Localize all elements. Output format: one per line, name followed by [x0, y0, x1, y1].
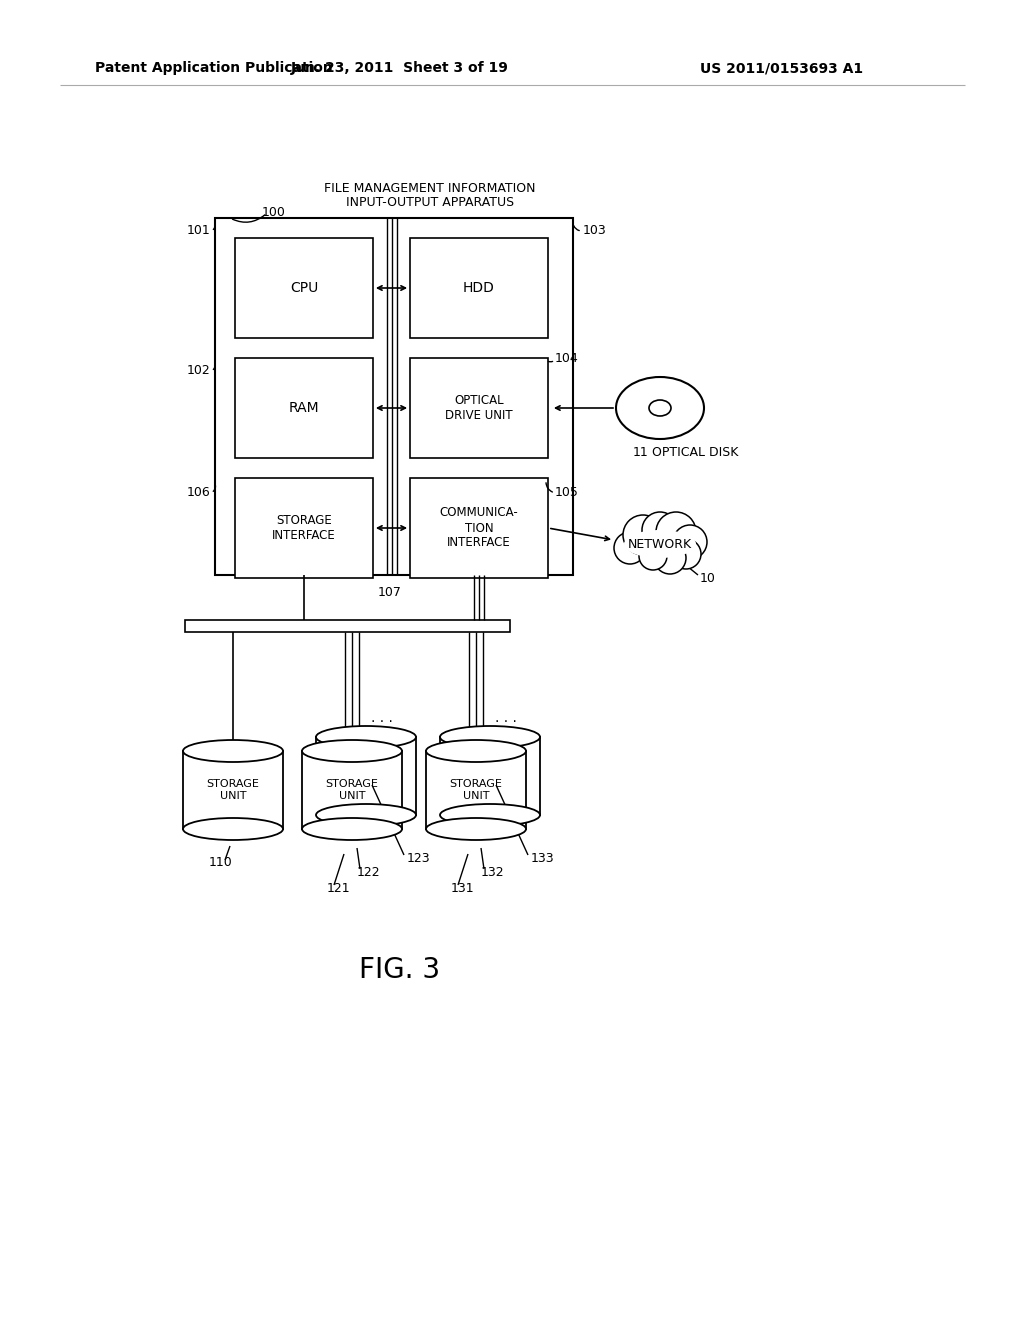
Ellipse shape	[183, 741, 283, 762]
Circle shape	[642, 512, 678, 548]
Ellipse shape	[649, 400, 671, 416]
FancyBboxPatch shape	[234, 358, 373, 458]
Text: . . .: . . .	[371, 711, 393, 725]
Text: COMMUNICA-
TION
INTERFACE: COMMUNICA- TION INTERFACE	[439, 507, 518, 549]
FancyBboxPatch shape	[410, 358, 548, 458]
Text: 103: 103	[583, 223, 607, 236]
FancyBboxPatch shape	[426, 751, 526, 829]
Circle shape	[623, 515, 663, 554]
Text: US 2011/0153693 A1: US 2011/0153693 A1	[700, 61, 863, 75]
Text: RAM: RAM	[289, 401, 319, 414]
Ellipse shape	[316, 726, 416, 748]
Text: INPUT-OUTPUT APPARATUS: INPUT-OUTPUT APPARATUS	[346, 195, 514, 209]
Text: STORAGE
INTERFACE: STORAGE INTERFACE	[272, 513, 336, 543]
FancyBboxPatch shape	[215, 218, 573, 576]
Text: FIG. 3: FIG. 3	[359, 956, 440, 983]
Text: 10: 10	[700, 572, 716, 585]
Ellipse shape	[316, 804, 416, 826]
Circle shape	[656, 512, 696, 552]
Ellipse shape	[302, 818, 402, 840]
Text: 133: 133	[531, 851, 555, 865]
FancyBboxPatch shape	[410, 238, 548, 338]
Text: CPU: CPU	[290, 281, 318, 294]
Text: Patent Application Publication: Patent Application Publication	[95, 61, 333, 75]
Circle shape	[639, 543, 667, 570]
Ellipse shape	[440, 726, 540, 748]
FancyBboxPatch shape	[234, 478, 373, 578]
Circle shape	[671, 539, 701, 569]
Text: 100: 100	[262, 206, 286, 219]
Text: 104: 104	[555, 351, 579, 364]
FancyBboxPatch shape	[316, 737, 416, 814]
Text: STORAGE
UNIT: STORAGE UNIT	[207, 779, 259, 801]
Text: HDD: HDD	[463, 281, 495, 294]
FancyBboxPatch shape	[234, 238, 373, 338]
Text: 105: 105	[555, 486, 579, 499]
Circle shape	[654, 543, 686, 574]
Text: 110: 110	[209, 855, 232, 869]
FancyBboxPatch shape	[410, 478, 548, 578]
FancyBboxPatch shape	[185, 620, 510, 632]
FancyBboxPatch shape	[302, 751, 402, 829]
Circle shape	[614, 532, 646, 564]
Circle shape	[673, 525, 707, 558]
Text: 102: 102	[186, 363, 210, 376]
FancyBboxPatch shape	[183, 751, 283, 829]
Ellipse shape	[624, 531, 696, 558]
Text: . . .: . . .	[495, 711, 517, 725]
Text: OPTICAL DISK: OPTICAL DISK	[652, 446, 738, 458]
Text: 122: 122	[357, 866, 381, 879]
FancyBboxPatch shape	[440, 737, 540, 814]
Text: STORAGE
UNIT: STORAGE UNIT	[450, 779, 503, 801]
Ellipse shape	[616, 378, 705, 440]
Text: 101: 101	[186, 223, 210, 236]
Text: 11: 11	[632, 446, 648, 458]
Text: 107: 107	[378, 586, 402, 598]
Text: NETWORK: NETWORK	[628, 537, 692, 550]
Ellipse shape	[440, 804, 540, 826]
Ellipse shape	[302, 741, 402, 762]
Ellipse shape	[183, 818, 283, 840]
Text: STORAGE
UNIT: STORAGE UNIT	[326, 779, 379, 801]
Ellipse shape	[426, 818, 526, 840]
Text: 123: 123	[407, 851, 431, 865]
Text: 121: 121	[327, 882, 350, 895]
Text: FILE MANAGEMENT INFORMATION: FILE MANAGEMENT INFORMATION	[325, 181, 536, 194]
Text: 132: 132	[481, 866, 505, 879]
Text: Jun. 23, 2011  Sheet 3 of 19: Jun. 23, 2011 Sheet 3 of 19	[291, 61, 509, 75]
Text: OPTICAL
DRIVE UNIT: OPTICAL DRIVE UNIT	[445, 393, 513, 422]
Text: 131: 131	[451, 882, 475, 895]
Ellipse shape	[426, 741, 526, 762]
Text: 106: 106	[186, 486, 210, 499]
